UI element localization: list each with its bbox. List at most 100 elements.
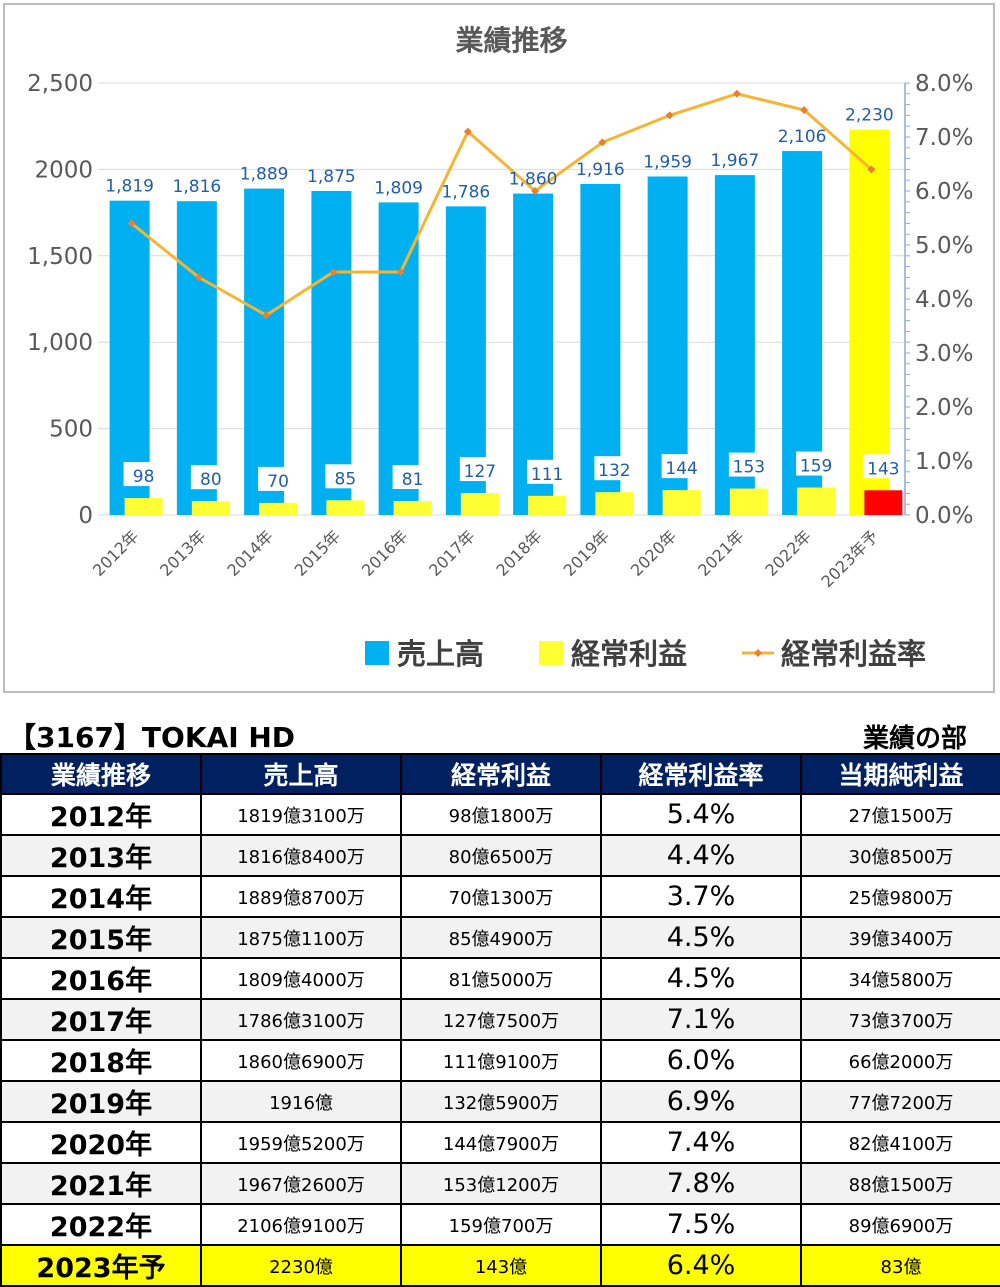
cell-ordinary-profit: 132億5900万 [400,1080,602,1123]
ordinary-profit-data-label: 70 [267,472,289,492]
ordinary-profit-bar [191,501,230,515]
sales-data-label: 1,889 [240,165,289,185]
cell-net-income: 88億1500万 [800,1162,1000,1205]
sales-data-label: 1,875 [307,167,356,187]
table-row: 2021年 1967億2600万 153億1200万 7.8% 88億1500万 [0,1162,1000,1205]
profit-rate-point [262,311,271,320]
x-tick-label: 2015年 [291,526,345,580]
profit-label-bg [594,456,635,481]
profit-rate-point [800,106,809,114]
cell-ordinary-profit: 81億5000万 [400,957,602,1000]
header-period: 業績推移 [0,753,202,795]
cell-year: 2017年 [0,998,202,1041]
cell-sales: 1786億3100万 [200,998,402,1041]
cell-net-income: 82億4100万 [800,1121,1000,1164]
ordinary-profit-data-label: 81 [402,470,424,490]
table-row: 2014年 1889億8700万 70億1300万 3.7% 25億9800万 [0,875,1000,918]
legend-sales-swatch [365,641,389,665]
cell-profit-rate: 7.8% [600,1162,802,1205]
cell-net-income: 83億 [800,1244,1000,1287]
ordinary-profit-bar [797,487,836,515]
profit-label-bg [661,454,702,479]
ordinary-profit-bar [595,492,634,515]
table-row: 2015年 1875億1100万 85億4900万 4.5% 39億3400万 [0,916,1000,959]
cell-profit-rate: 7.5% [600,1203,802,1246]
profit-label-bg [728,452,769,477]
profit-label-bg [392,465,433,490]
y-right-tick-label: 8.0% [915,71,973,97]
x-tick-label: 2018年 [492,526,546,580]
sales-data-label: 1,959 [643,152,692,172]
ordinary-profit-data-label: 85 [335,469,357,489]
cell-profit-rate: 6.0% [600,1039,802,1082]
header-ordinary-profit: 経常利益 [400,753,602,795]
ordinary-profit-bar [460,493,499,515]
x-tick-label: 2021年 [694,526,748,580]
x-tick-label: 2020年 [627,526,681,580]
table-row: 2019年 1916億 132億5900万 6.9% 77億7200万 [0,1080,1000,1123]
cell-ordinary-profit: 144億7900万 [400,1121,602,1164]
profit-rate-point [396,268,405,276]
cell-year: 2019年 [0,1080,202,1123]
cell-net-income: 89億6900万 [800,1203,1000,1246]
cell-year: 2016年 [0,957,202,1000]
cell-year: 2012年 [0,793,202,836]
ordinary-profit-bar [528,495,567,515]
y-left-tick-label: 1,000 [27,330,93,356]
y-right-tick-label: 0.0% [915,503,973,529]
ordinary-profit-data-label: 132 [598,461,630,481]
cell-sales: 1819億3100万 [200,793,402,836]
table-row: 2023年予 2230億 143億 6.4% 83億 [0,1244,1000,1287]
cell-net-income: 73億3700万 [800,998,1000,1041]
ordinary-profit-data-label: 98 [133,467,155,487]
profit-rate-point [127,219,136,228]
table-header-row: 業績推移 売上高 経常利益 経常利益率 当期純利益 [0,753,1000,795]
cell-sales: 1860億6900万 [200,1039,402,1082]
profit-rate-point [194,273,203,282]
ordinary-profit-bar [124,498,163,515]
x-tick-label: 2012年 [89,526,143,580]
cell-profit-rate: 4.5% [600,957,802,1000]
ordinary-profit-data-label: 111 [531,465,563,485]
cell-ordinary-profit: 98億1800万 [400,793,602,836]
profit-rate-point [329,268,338,276]
cell-sales: 1916億 [200,1080,402,1123]
table-row: 2013年 1816億8400万 80億6500万 4.4% 30億8500万 [0,834,1000,877]
profit-rate-point [598,138,607,147]
profit-label-bg [123,462,164,487]
performance-chart: 業績推移 0 500 1,000 1,500 2000 2,500 0.0% 1.0% 2.0% 3… [27,24,973,671]
ordinary-profit-data-label: 144 [665,459,697,479]
cell-net-income: 39億3400万 [800,916,1000,959]
sales-data-label: 1,819 [105,177,154,197]
header-sales: 売上高 [200,753,402,795]
sales-data-label: 1,786 [442,182,491,202]
cell-net-income: 34億5800万 [800,957,1000,1000]
cell-sales: 2106億9100万 [200,1203,402,1246]
cell-sales: 1816億8400万 [200,834,402,877]
table-row: 2016年 1809億4000万 81億5000万 4.5% 34億5800万 [0,957,1000,1000]
profit-rate-point [732,89,741,98]
y-right-tick-label: 5.0% [915,233,973,259]
cell-year: 2022年 [0,1203,202,1246]
cell-sales: 1809億4000万 [200,957,402,1000]
cell-ordinary-profit: 80億6500万 [400,834,602,877]
header-net-income: 当期純利益 [800,753,1000,795]
ordinary-profit-data-label: 143 [867,459,899,479]
profit-label-bg [190,465,231,490]
x-tick-label: 2019年 [560,526,614,580]
sales-bar [378,202,419,516]
y-right-tick-label: 4.0% [915,287,973,313]
cell-year: 2021年 [0,1162,202,1205]
cell-net-income: 25億9800万 [800,875,1000,918]
profit-rate-point [463,127,472,136]
y-left-tick-label: 0 [78,503,93,529]
legend-rate-marker [754,649,762,657]
cell-ordinary-profit: 143億 [400,1244,602,1287]
x-tick-label: 2022年 [761,526,815,580]
legend-rate-label: 経常利益率 [781,637,926,671]
table-heading: 【3167】TOKAI HD 業績の部 [0,716,1000,754]
ordinary-profit-bar [662,490,701,515]
sales-bar [849,129,890,515]
ordinary-profit-data-label: 127 [464,462,496,482]
cell-profit-rate: 5.4% [600,793,802,836]
